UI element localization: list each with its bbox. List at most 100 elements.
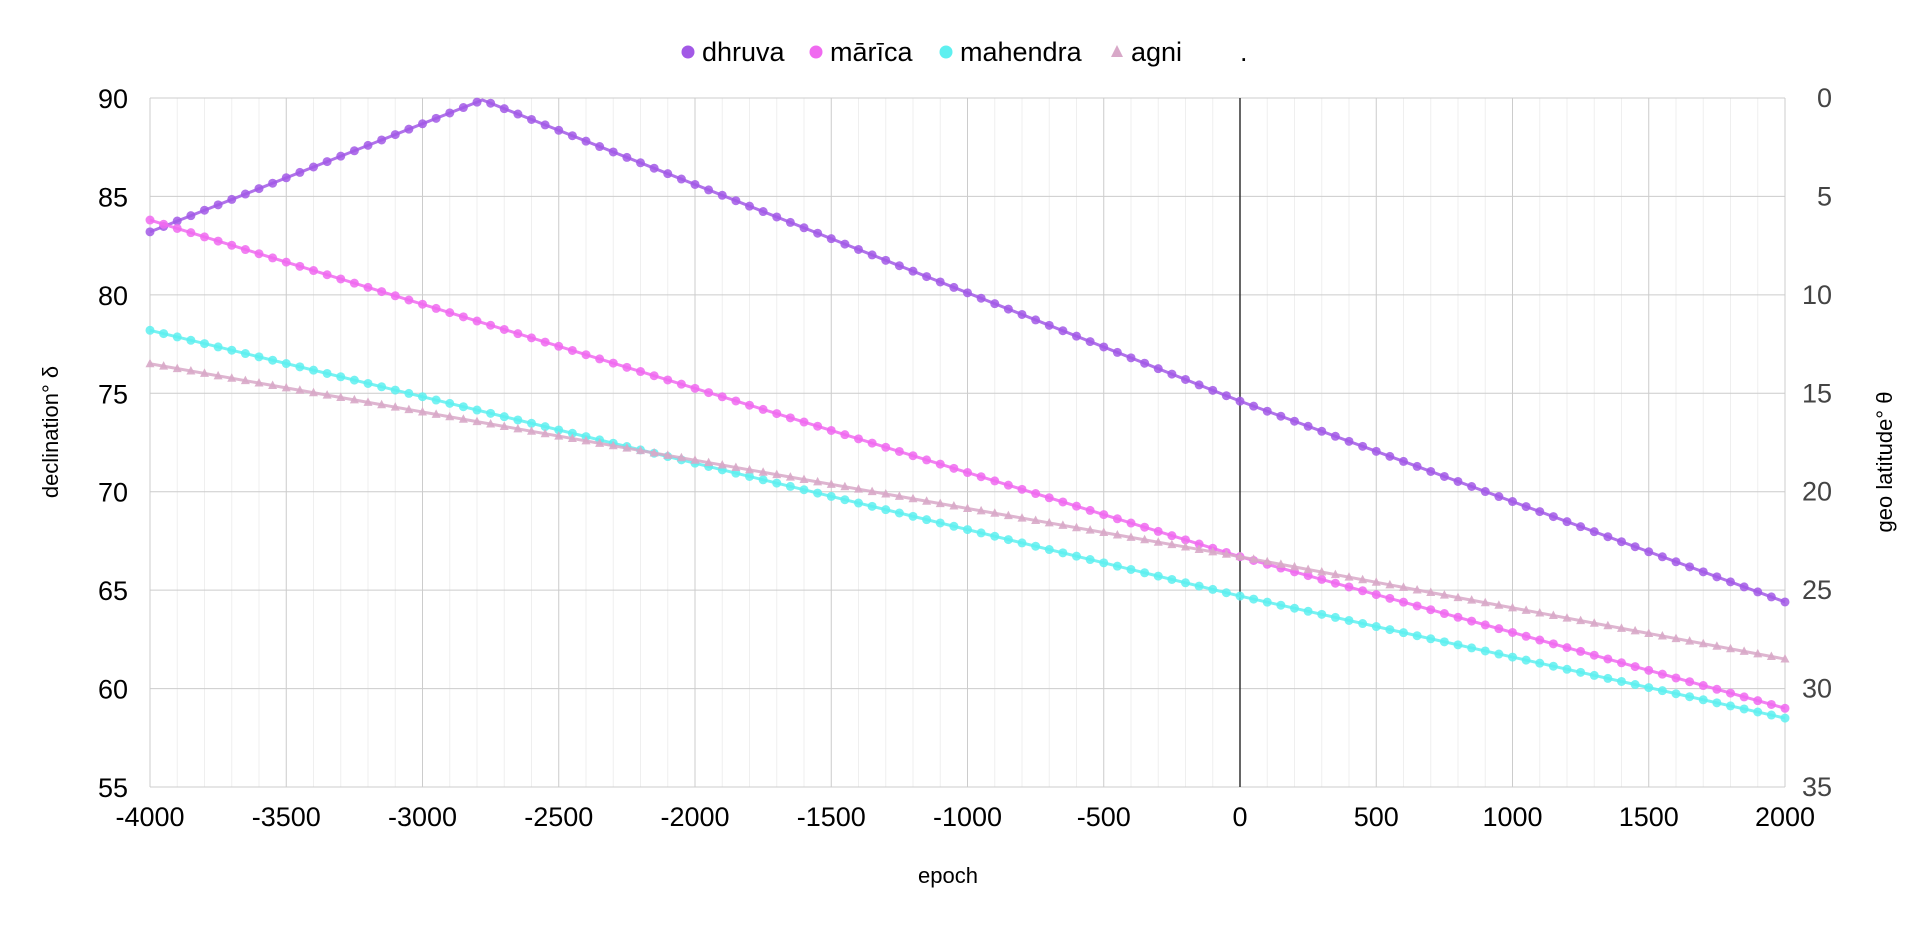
data-point [295, 261, 305, 271]
data-point [1290, 416, 1299, 426]
data-point [1671, 673, 1681, 683]
data-point [1644, 628, 1654, 637]
y-tick-label: 85 [98, 182, 128, 212]
data-point [1344, 582, 1354, 592]
data-point [1508, 652, 1517, 662]
y-tick-label: 75 [98, 379, 128, 409]
data-point [799, 474, 809, 484]
data-point [1303, 606, 1313, 616]
data-point [1603, 532, 1613, 542]
data-point [1153, 537, 1163, 546]
data-point [1208, 546, 1218, 556]
data-point [1439, 471, 1449, 481]
x-tick-label: 2000 [1755, 802, 1815, 832]
data-point [418, 119, 427, 129]
data-point [649, 447, 659, 457]
x-tick-label: 1500 [1619, 802, 1679, 832]
series-layer [145, 97, 1790, 723]
data-point [1249, 554, 1259, 563]
data-point [881, 442, 891, 452]
legend-item-mahendra[interactable]: mahendra [939, 37, 1083, 67]
y2-tick-label: 15 [1802, 378, 1832, 408]
data-point [1753, 587, 1763, 597]
data-point [1140, 522, 1150, 532]
data-point [213, 342, 223, 352]
data-point [894, 508, 904, 518]
data-point [1058, 548, 1068, 558]
data-point [1208, 385, 1218, 395]
legend-item-mārīca[interactable]: mārīca [809, 37, 914, 67]
data-point [717, 190, 727, 200]
data-point [1072, 551, 1081, 561]
data-point [840, 495, 850, 505]
data-point [159, 329, 169, 339]
data-point [200, 205, 209, 215]
data-point [636, 445, 645, 455]
data-point [1521, 631, 1531, 641]
data-point [1058, 520, 1068, 529]
legend-item-agni[interactable]: agni [1111, 37, 1182, 67]
data-point [1303, 564, 1313, 573]
legend-item-dhruva[interactable]: dhruva [681, 37, 786, 67]
data-point [1439, 609, 1449, 619]
data-point [213, 236, 223, 246]
x-tick-label: -2500 [524, 802, 593, 832]
data-point [309, 387, 318, 397]
data-point [1276, 411, 1286, 421]
data-point [336, 274, 346, 284]
data-point [1140, 358, 1150, 368]
data-point [349, 394, 359, 404]
data-point [1003, 304, 1013, 314]
data-point [567, 428, 577, 438]
data-point [567, 131, 577, 141]
data-point [854, 434, 863, 444]
data-point [826, 425, 836, 435]
data-point [554, 431, 564, 440]
data-point [1194, 581, 1204, 591]
data-point [404, 295, 414, 305]
y2-tick-label: 20 [1802, 477, 1832, 507]
data-point [1044, 517, 1054, 527]
data-point [390, 385, 400, 395]
data-point [840, 239, 850, 249]
data-point [418, 299, 427, 309]
data-point [186, 365, 196, 375]
data-point [826, 234, 836, 244]
data-point [1521, 502, 1531, 512]
y-axis-ticks: 55 60 65 70 75 80 85 90 [98, 84, 128, 803]
data-point [717, 460, 727, 469]
data-point [1399, 628, 1408, 638]
data-point [1494, 600, 1504, 609]
data-point [1194, 380, 1204, 390]
data-point [349, 146, 359, 156]
data-point [377, 287, 387, 297]
data-point [1344, 615, 1354, 625]
data-point [1685, 692, 1695, 702]
data-point [1780, 597, 1790, 607]
data-point [1112, 561, 1122, 571]
data-point [1385, 593, 1395, 603]
data-point [445, 398, 455, 408]
data-point [513, 423, 523, 433]
data-point [1671, 633, 1681, 643]
data-point [649, 371, 659, 381]
data-point [172, 363, 182, 373]
data-point [390, 402, 400, 411]
data-point [1194, 544, 1204, 553]
data-point [990, 299, 1000, 309]
data-point [581, 435, 591, 445]
data-point [1712, 698, 1722, 708]
data-point [200, 368, 209, 377]
data-point [963, 468, 972, 478]
data-point [1317, 609, 1327, 619]
data-point [690, 455, 700, 464]
data-point [1371, 622, 1381, 632]
x-tick-label: -2000 [660, 802, 729, 832]
data-point [1712, 684, 1722, 694]
data-point [1290, 561, 1299, 571]
data-point [1685, 677, 1695, 687]
data-point [1262, 406, 1272, 416]
data-point [1085, 505, 1095, 515]
data-point [922, 515, 932, 525]
data-point [976, 505, 986, 515]
